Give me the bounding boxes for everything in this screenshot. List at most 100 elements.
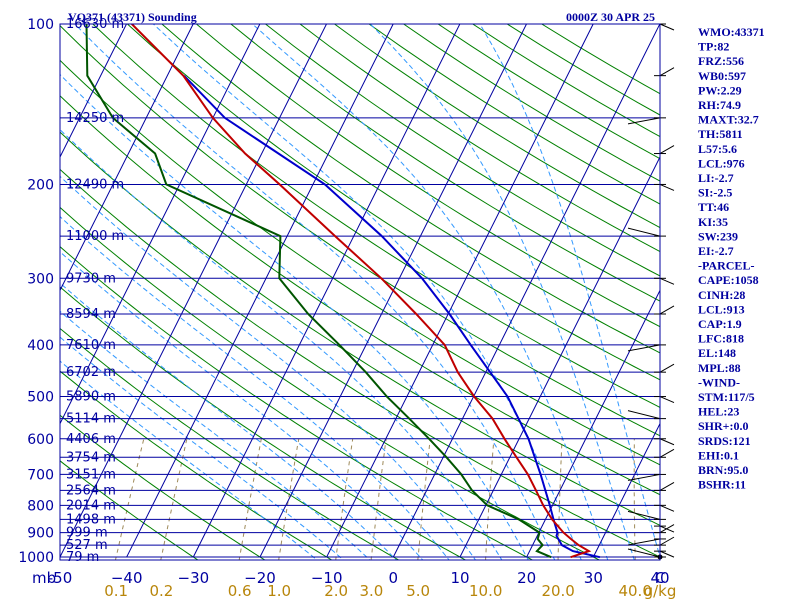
index-value: LI:-2.7	[698, 171, 734, 185]
mixing-ratio-label: 1.0	[267, 582, 291, 600]
mixing-ratio-label: 2.0	[324, 582, 348, 600]
dry-adiabat	[265, 24, 660, 277]
pressure-tick-label: 900	[27, 526, 54, 542]
index-value: CAP:1.9	[698, 317, 742, 331]
isotherm	[592, 422, 660, 558]
height-label: 527 m	[66, 538, 108, 553]
mixing-ratio-line	[417, 438, 431, 560]
mixing-ratio-line	[557, 438, 563, 560]
dry-adiabat	[230, 24, 660, 302]
height-label: 3151 m	[66, 467, 116, 482]
index-value: MPL:88	[698, 361, 741, 375]
mixing-ratio-label: 3.0	[360, 582, 384, 600]
temperature-tick-label: -50	[48, 569, 73, 587]
wind-barb	[659, 363, 675, 373]
wind-barb	[627, 538, 661, 546]
mixing-ratio-label: 0.1	[104, 582, 128, 600]
wind-barb	[659, 183, 675, 191]
index-value: TP:82	[698, 40, 729, 54]
temperature-tick-label: 30	[584, 569, 603, 587]
isotherm	[793, 24, 800, 557]
wind-barb	[659, 67, 675, 77]
wind-barb	[659, 536, 675, 546]
dry-adiabat	[92, 24, 660, 408]
index-value: BRN:95.0	[698, 463, 748, 477]
index-value: RH:74.9	[698, 98, 741, 112]
temperature-tick-label: 40	[650, 569, 669, 587]
pressure-tick-label: 1000	[18, 550, 54, 566]
wind-barb	[627, 344, 661, 352]
moist-adiabat	[60, 175, 477, 560]
pressure-tick-label: 600	[27, 432, 54, 448]
temperature-tick-label: −40	[111, 569, 143, 587]
temperature-tick-label: 10	[450, 569, 469, 587]
dewpoint-trace	[85, 24, 552, 559]
mixing-ratio-line	[114, 438, 145, 560]
pressure-tick-label: 100	[27, 17, 54, 33]
index-value: STM:117/5	[698, 390, 755, 404]
wind-barb	[659, 305, 675, 315]
index-value: SRDS:121	[698, 434, 751, 448]
dry-adiabat	[60, 95, 660, 496]
isotherm	[392, 24, 660, 558]
chart-title: VQ371 (43371) Sounding	[68, 10, 197, 24]
wind-barb	[659, 396, 675, 404]
index-value: CINH:28	[698, 288, 745, 302]
moist-adiabat	[60, 73, 529, 560]
pressure-tick-label: 200	[27, 177, 54, 193]
moist-adiabat	[252, 24, 609, 560]
index-value: TH:5811	[698, 127, 743, 141]
moist-adiabat	[60, 360, 318, 560]
dry-adiabat	[127, 24, 660, 381]
height-label: 9730 m	[66, 271, 116, 286]
mixing-ratio-line	[160, 438, 188, 560]
moist-adiabat	[479, 24, 660, 559]
moist-adiabat	[60, 251, 424, 560]
height-label: 5890 m	[66, 390, 116, 405]
temperature-tick-label: 20	[517, 569, 536, 587]
mixing-ratio-line	[278, 438, 300, 560]
dry-adiabat	[161, 24, 660, 354]
index-value: -PARCEL-	[698, 259, 754, 273]
mixing-ratio-label: 10.0	[469, 582, 502, 600]
height-label: 5114 m	[66, 412, 116, 427]
mixing-ratio-label: 40.0	[618, 582, 651, 600]
index-value: EL:148	[698, 346, 736, 360]
index-value: -WIND-	[698, 375, 740, 389]
moist-adiabat	[60, 215, 450, 560]
moist-adiabat	[60, 128, 503, 560]
profiles	[85, 24, 601, 559]
dry-adiabat	[60, 414, 266, 560]
wind-barb	[627, 473, 661, 481]
isotherm	[326, 24, 594, 558]
mixing-ratio-label: 0.6	[228, 582, 252, 600]
index-value: LFC:818	[698, 332, 744, 346]
mixing-ratio-line	[370, 438, 387, 560]
index-value: MAXT:32.7	[698, 113, 759, 127]
index-value: SI:-2.5	[698, 186, 732, 200]
wind-barb	[659, 23, 675, 31]
height-label: 14250 m	[66, 111, 124, 126]
isotherm	[60, 24, 327, 558]
plot-area	[60, 24, 660, 560]
wind-barb	[659, 550, 675, 558]
mixing-ratio-label: 20.0	[541, 582, 574, 600]
mixing-ratio-line	[335, 438, 354, 560]
isotherm	[60, 24, 127, 159]
height-label: 2564 m	[66, 483, 116, 498]
isotherm	[192, 24, 461, 558]
height-label: 999 m	[66, 526, 108, 541]
index-value: KI:35	[698, 215, 728, 229]
height-label: 3754 m	[66, 450, 116, 465]
chart-time: 0000Z 30 APR 25	[566, 10, 655, 24]
dry-adiabat	[299, 24, 660, 253]
mixing-ratio-line	[485, 438, 495, 560]
temperature-trace	[131, 24, 592, 559]
wind-barb	[659, 504, 675, 512]
isotherm	[60, 24, 194, 292]
height-label: 1498 m	[66, 512, 116, 527]
wind-barb	[659, 145, 675, 154]
index-value: WB0:597	[698, 69, 746, 83]
plot-frame	[59, 23, 661, 561]
moist-adiabat	[60, 336, 345, 560]
